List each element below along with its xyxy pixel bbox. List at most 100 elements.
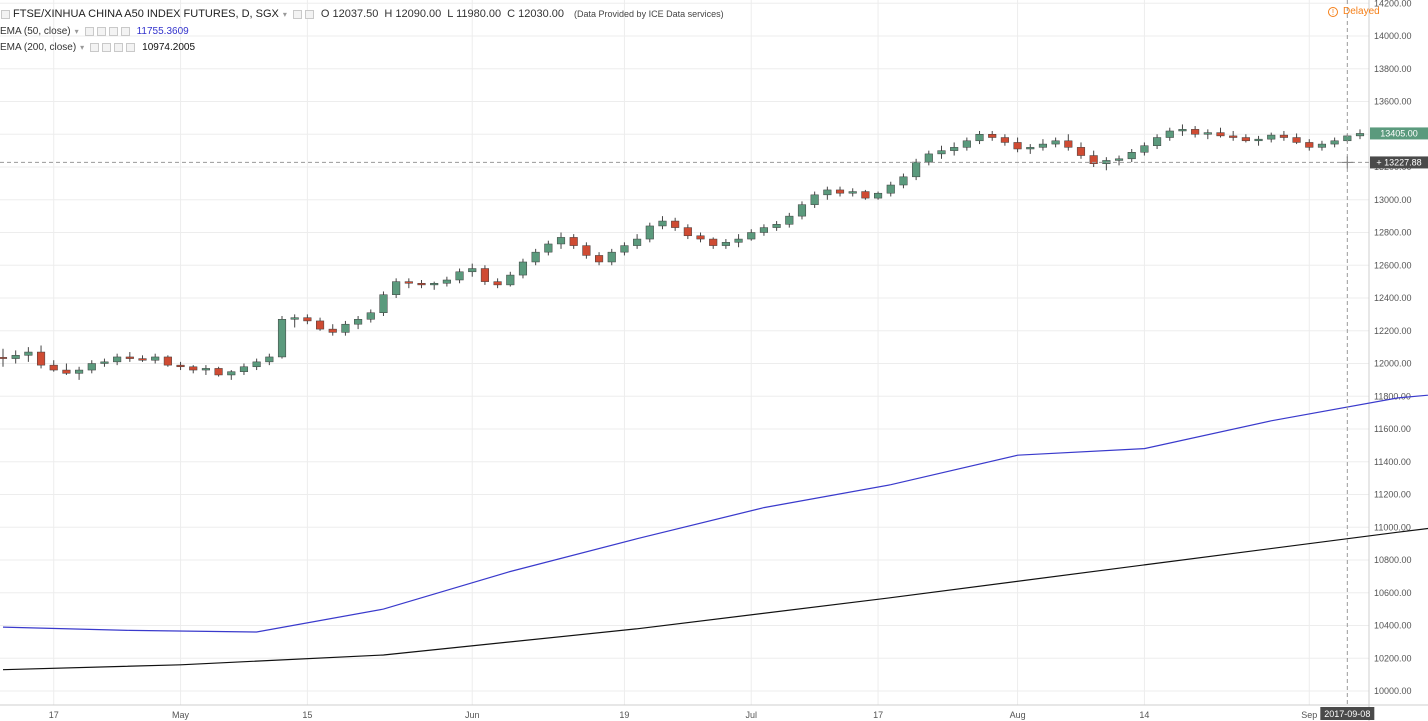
candle: [62, 363, 71, 375]
ohlc-close: C 12030.00: [507, 8, 565, 20]
candle-body-up: [24, 351, 33, 356]
candle: [696, 232, 705, 243]
candle-body-up: [455, 271, 464, 281]
candle: [835, 186, 845, 197]
candle: [607, 248, 616, 266]
candle: [595, 252, 604, 266]
clock-icon: !: [1328, 6, 1338, 17]
candle-body-down: [1292, 137, 1301, 143]
ema200-value: 10974.2005: [142, 41, 196, 53]
candle: [556, 232, 566, 249]
candle-body-up: [392, 281, 401, 295]
candle: [328, 324, 337, 336]
candle: [772, 221, 781, 231]
candle-body-up: [100, 361, 109, 364]
candle-body-down: [480, 268, 489, 282]
settings-icon[interactable]: [304, 9, 314, 19]
ema200-label[interactable]: EMA (200, close): [0, 41, 77, 53]
ema50-label[interactable]: EMA (50, close): [0, 25, 71, 37]
candle-body-down: [671, 220, 680, 228]
candle-body-down: [683, 227, 692, 237]
candle: [430, 281, 439, 290]
close-icon[interactable]: [126, 42, 136, 52]
candle-body-up: [11, 355, 20, 359]
candle: [163, 355, 172, 367]
eye-icon[interactable]: [84, 26, 94, 36]
candle-body-down: [1241, 137, 1250, 142]
candle: [455, 268, 464, 284]
candle-body-up: [1165, 130, 1174, 138]
candle: [1279, 130, 1288, 141]
candle-body-down: [582, 245, 591, 256]
candle: [392, 278, 401, 298]
candle-body-down: [163, 356, 172, 366]
candle: [1076, 142, 1086, 159]
candle-body-up: [912, 161, 921, 178]
candle: [480, 265, 489, 285]
candle-body-up: [366, 312, 375, 320]
candle: [227, 370, 236, 380]
y-tick-label: 12400.00: [1374, 293, 1412, 303]
candle: [1051, 137, 1060, 148]
candle-body-down: [1076, 147, 1086, 156]
candle-body-up: [1267, 134, 1276, 140]
candle-body-up: [658, 220, 667, 227]
candle: [316, 317, 325, 331]
candle: [265, 353, 274, 366]
candle-body-up: [886, 184, 895, 194]
candle-body-up: [354, 319, 363, 325]
delayed-badge[interactable]: ! Delayed: [1328, 6, 1380, 17]
symbol-title[interactable]: FTSE/XINHUA CHINA A50 INDEX FUTURES, D, …: [13, 8, 279, 20]
close-icon[interactable]: [120, 26, 130, 36]
candle-body-up: [607, 251, 616, 263]
settings-icon[interactable]: [102, 42, 112, 52]
add-icon[interactable]: [108, 26, 118, 36]
candle: [518, 258, 528, 279]
candle: [0, 348, 8, 367]
chevron-down-icon[interactable]: ▾: [74, 26, 79, 36]
candle-body-up: [975, 134, 984, 142]
candle-body-up: [785, 215, 794, 225]
candle-body-down: [1089, 155, 1098, 164]
candle-body-down: [189, 366, 198, 371]
candle-body-up: [937, 150, 946, 155]
candle-body-up: [379, 294, 388, 313]
candle: [1140, 142, 1149, 156]
x-tick-label: Jun: [465, 710, 480, 720]
chevron-down-icon[interactable]: ▾: [80, 42, 85, 52]
candle-body-up: [1317, 143, 1327, 148]
candle-body-up: [721, 242, 730, 246]
eye-icon[interactable]: [292, 9, 302, 19]
candle: [1203, 129, 1212, 140]
settings-icon[interactable]: [96, 26, 106, 36]
candle: [924, 150, 933, 166]
candle: [189, 365, 198, 374]
candle-body-up: [252, 361, 261, 368]
crosshair-cursor-icon: [1341, 156, 1354, 169]
candle-body-down: [1013, 142, 1022, 150]
candle: [1153, 134, 1162, 149]
candle-body-up: [924, 153, 933, 163]
candle-body-down: [1000, 137, 1009, 143]
y-tick-label: 12600.00: [1374, 260, 1412, 270]
candle: [709, 237, 718, 249]
candle: [1038, 139, 1047, 151]
candle-body-down: [0, 357, 8, 359]
candle-body-up: [518, 261, 528, 276]
collapse-icon[interactable]: [1, 9, 10, 19]
y-tick-label: 12800.00: [1374, 228, 1412, 238]
candle-body-up: [1140, 145, 1149, 153]
eye-icon[interactable]: [90, 42, 100, 52]
candle-body-up: [506, 274, 515, 286]
y-tick-label: 11600.00: [1374, 424, 1411, 434]
candle-body-down: [62, 369, 71, 374]
candle: [252, 358, 261, 371]
add-icon[interactable]: [114, 42, 124, 52]
candle-body-up: [645, 225, 654, 240]
candle-body-up: [1051, 140, 1060, 145]
candle: [1229, 130, 1238, 141]
chevron-down-icon[interactable]: ▾: [282, 9, 287, 19]
candle: [87, 360, 96, 374]
